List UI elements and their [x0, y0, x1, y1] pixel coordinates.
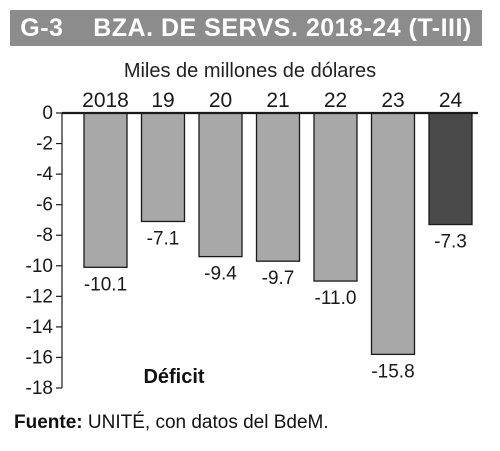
data-label: -15.8 — [371, 361, 414, 382]
data-label: -9.7 — [262, 268, 295, 289]
category-label: 19 — [151, 89, 174, 112]
bar — [428, 112, 473, 226]
category-label: 23 — [381, 89, 404, 112]
source-text: UNITÉ, con datos del BdeM. — [82, 412, 329, 433]
source-label: Fuente: — [14, 412, 83, 433]
chart-title: G-3 BZA. DE SERVS. 2018-24 (T-III) — [20, 13, 472, 42]
category-label: 22 — [324, 89, 347, 112]
y-tick-label: -2 — [36, 134, 53, 155]
data-label: -10.1 — [84, 274, 127, 295]
bar — [198, 112, 243, 258]
category-label: 20 — [209, 89, 232, 112]
bar — [370, 112, 416, 356]
data-label: -7.1 — [147, 228, 180, 249]
data-label: -7.3 — [434, 232, 467, 253]
data-label: -9.4 — [204, 264, 237, 285]
category-label: 2018 — [82, 89, 129, 112]
source-note: Fuente: UNITÉ, con datos del BdeM. — [14, 412, 329, 434]
y-tick-label: -14 — [26, 317, 54, 338]
y-tick-label: -16 — [26, 347, 53, 368]
y-tick-label: -8 — [36, 225, 53, 246]
bar — [255, 112, 301, 262]
category-label: 24 — [439, 89, 463, 112]
data-label: -11.0 — [315, 288, 357, 309]
bar — [140, 112, 186, 223]
bar — [313, 112, 358, 282]
y-tick-label: -10 — [26, 256, 53, 277]
category-label: 21 — [266, 89, 289, 112]
y-tick-label: -4 — [36, 164, 53, 185]
y-tick-label: -18 — [26, 378, 53, 399]
bar — [83, 112, 128, 268]
y-tick-label: -6 — [36, 195, 53, 216]
chart-subtitle: Miles de millones de dólares — [123, 60, 377, 82]
deficit-annotation: Déficit — [143, 366, 204, 388]
y-tick-label: 0 — [42, 103, 53, 124]
title-bar: G-3 BZA. DE SERVS. 2018-24 (T-III) — [10, 10, 482, 46]
y-tick-label: -12 — [26, 286, 53, 307]
